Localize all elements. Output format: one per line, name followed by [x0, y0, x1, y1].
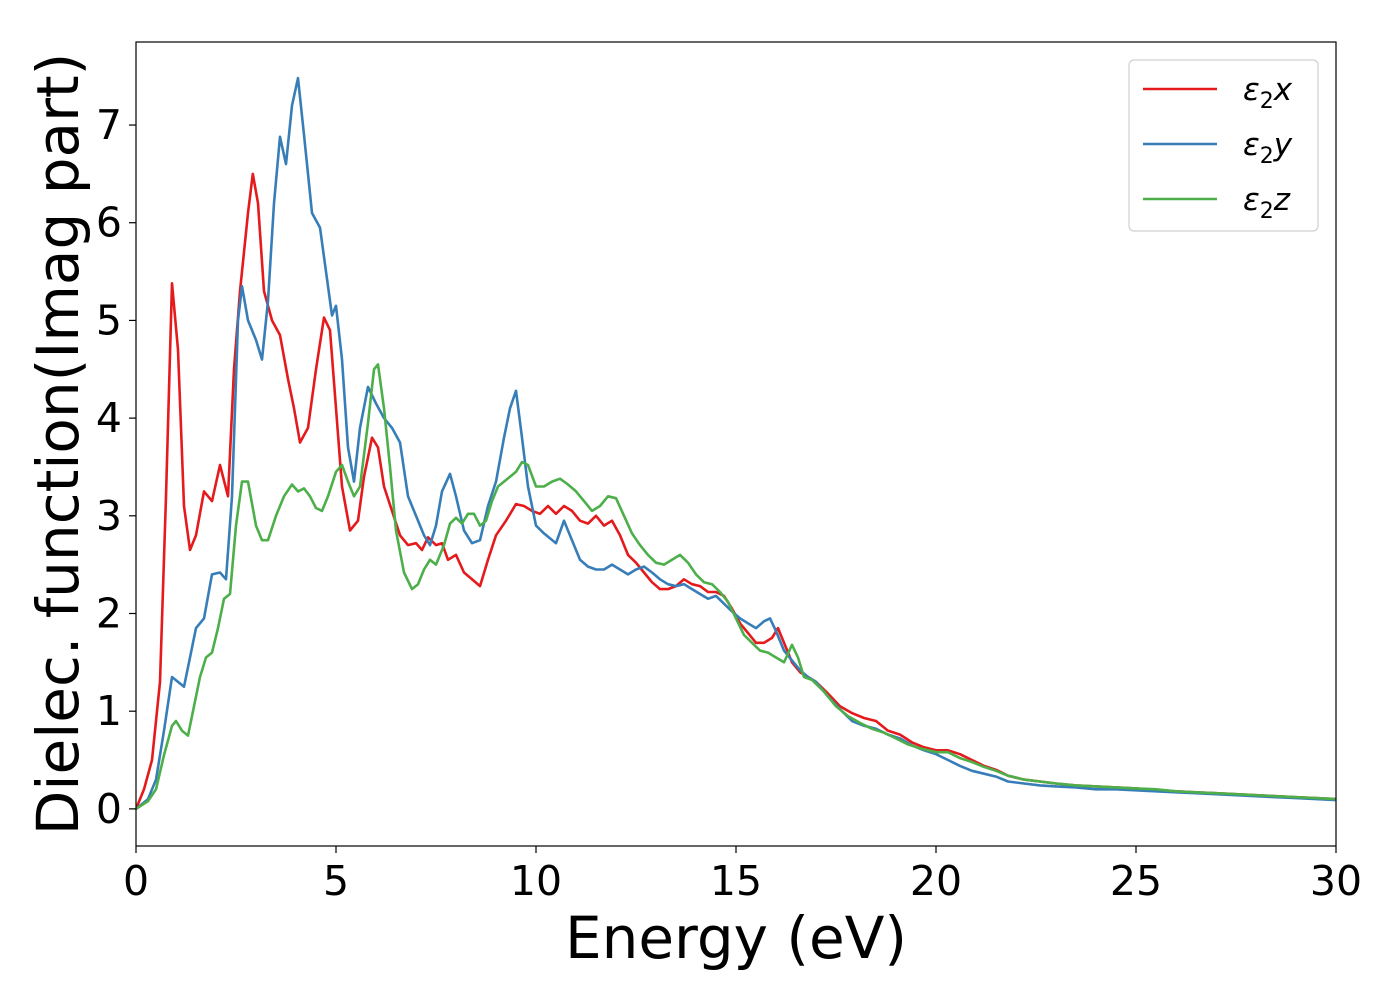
y-tick-label: 1 — [96, 687, 122, 735]
x-tick-label: 25 — [1110, 857, 1162, 905]
y-tick-label: 2 — [96, 589, 122, 637]
series-line-x — [136, 172, 1336, 810]
y-tick-label: 7 — [96, 101, 122, 149]
legend-entry-x: ε2x — [1143, 72, 1293, 114]
x-axis-ticks: 0 5 10 15 20 25 30 — [123, 846, 1362, 905]
x-tick-label: 10 — [510, 857, 562, 905]
y-axis-ticks: 0 1 2 3 4 5 6 7 — [96, 101, 136, 833]
series-layer — [136, 76, 1336, 810]
legend-label: ε2x — [1243, 72, 1293, 114]
series-line-y — [136, 76, 1336, 810]
x-tick-label: 0 — [123, 857, 149, 905]
x-tick-label: 15 — [710, 857, 762, 905]
y-axis-label: Dielec. function(Imag part) — [24, 53, 92, 836]
legend-label: ε2y — [1243, 127, 1293, 169]
series-line-z — [136, 363, 1336, 810]
y-tick-label: 3 — [96, 492, 122, 540]
x-tick-label: 5 — [323, 857, 349, 905]
legend-entry-y: ε2y — [1143, 127, 1293, 169]
legend-label: ε2z — [1243, 182, 1291, 224]
x-tick-label: 30 — [1310, 857, 1362, 905]
y-tick-label: 5 — [96, 296, 122, 344]
x-tick-label: 20 — [910, 857, 962, 905]
y-tick-label: 4 — [96, 394, 122, 442]
legend: ε2x ε2y ε2z — [1128, 59, 1319, 232]
y-tick-label: 6 — [96, 199, 122, 247]
legend-box — [1128, 59, 1319, 232]
legend-entry-z: ε2z — [1143, 182, 1291, 224]
y-tick-label: 0 — [96, 785, 122, 833]
x-axis-label: Energy (eV) — [565, 904, 907, 972]
